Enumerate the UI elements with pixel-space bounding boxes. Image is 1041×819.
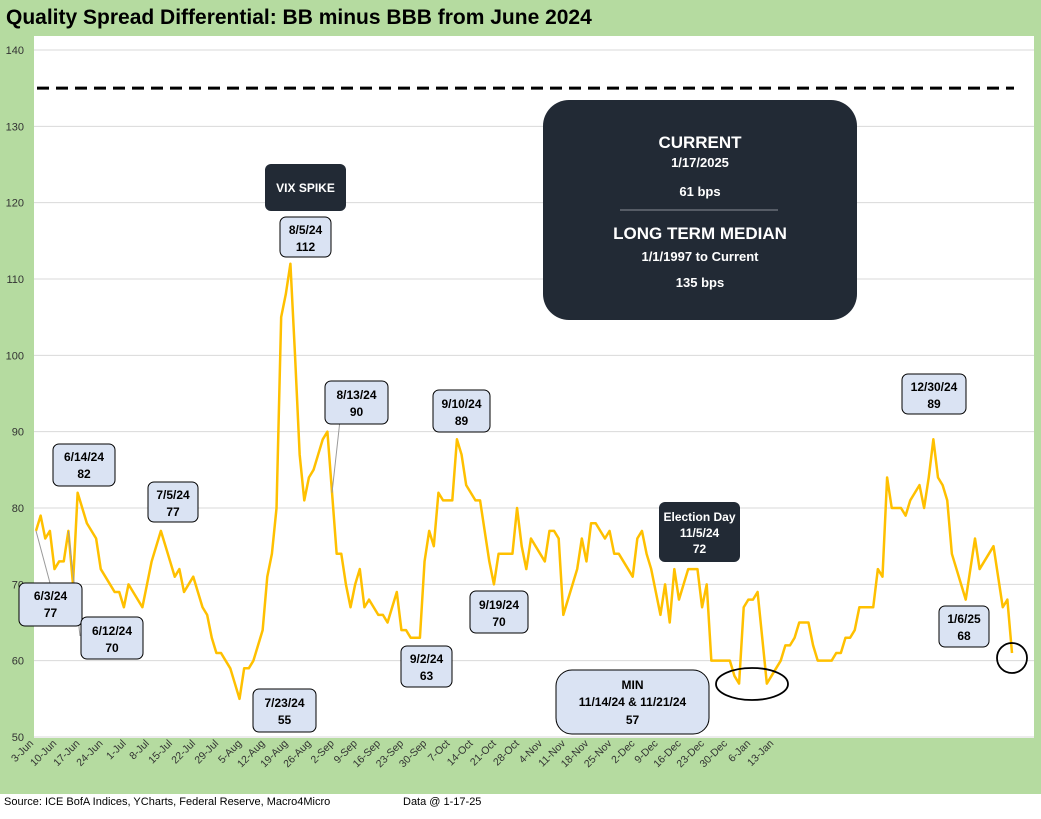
x-tick-label: 24-Jun: [74, 738, 105, 769]
label-9-10-24-date: 9/10/24: [441, 397, 481, 411]
label-6-3-24-value: 77: [44, 606, 58, 620]
event-election-date: 11/5/24: [680, 526, 720, 540]
label-6-12-24-date: 6/12/24: [92, 624, 132, 638]
series-line-bb-minus-bbb: [34, 262, 1014, 701]
label-7-5-24-value: 77: [166, 505, 180, 519]
y-tick-label: 130: [6, 121, 24, 133]
info-median-range: 1/1/1997 to Current: [641, 249, 759, 264]
label-1-6-25: 1/6/25 68: [938, 605, 990, 648]
x-tick-label: 28-Oct: [491, 738, 522, 769]
label-7-23-24-date: 7/23/24: [264, 696, 304, 710]
event-election-day: Election Day 11/5/24 72: [659, 502, 740, 562]
label-7-5-24: 7/5/24 77: [147, 481, 199, 523]
label-6-14-24: 6/14/24 82: [52, 443, 116, 487]
label-9-10-24-value: 89: [455, 414, 469, 428]
spread-chart: 50 60 70 80 90 100 110 120 130 140 3-Jun10-Jun17-…: [6, 45, 1034, 770]
label-9-19-24: 9/19/24 70: [469, 590, 529, 634]
label-12-30-24-date: 12/30/24: [911, 380, 958, 394]
x-tick-label: 15-Jul: [146, 738, 175, 767]
current-highlight-circle: [996, 642, 1028, 674]
label-9-2-24: 9/2/24 63: [400, 645, 453, 688]
label-min-value: 57: [626, 713, 640, 727]
info-median-value: 135 bps: [676, 275, 724, 290]
info-current-value: 61 bps: [679, 184, 720, 199]
label-6-12-24-value: 70: [105, 641, 119, 655]
y-tick-label: 110: [6, 274, 24, 286]
label-min-title: MIN: [622, 678, 644, 692]
gridlines: [34, 49, 1034, 738]
min-highlight-ellipse: [715, 667, 789, 701]
label-1-6-25-value: 68: [957, 629, 971, 643]
label-8-5-24: 8/5/24 112: [279, 216, 332, 258]
label-6-3-24-date: 6/3/24: [34, 589, 68, 603]
source-note: Source: ICE BofA Indices, YCharts, Feder…: [4, 796, 331, 808]
label-7-23-24-value: 55: [278, 713, 292, 727]
info-current-title: CURRENT: [658, 133, 742, 152]
plot-area: [34, 36, 1034, 738]
event-election-value: 72: [693, 542, 707, 556]
label-9-19-24-value: 70: [492, 615, 506, 629]
y-tick-label: 50: [12, 732, 24, 744]
x-tick-label: 29-Jul: [192, 738, 221, 767]
event-vix-spike-text: VIX SPIKE: [276, 181, 335, 195]
connector-6-3-24: [35, 530, 51, 584]
label-12-30-24-value: 89: [927, 397, 941, 411]
label-9-10-24: 9/10/24 89: [432, 389, 491, 433]
y-tick-label: 60: [12, 656, 24, 668]
info-median-title: LONG TERM MEDIAN: [613, 224, 787, 243]
label-8-5-24-value: 112: [296, 240, 316, 254]
event-vix-spike: VIX SPIKE: [265, 164, 346, 211]
chart-title: Quality Spread Differential: BB minus BB…: [6, 6, 592, 29]
label-7-23-24: 7/23/24 55: [252, 688, 317, 733]
label-min: MIN 11/14/24 & 11/21/24 57: [555, 669, 710, 735]
label-min-date: 11/14/24 & 11/21/24: [579, 695, 687, 709]
label-8-13-24-date: 8/13/24: [336, 388, 376, 402]
data-date-note: Data @ 1-17-25: [403, 796, 482, 808]
label-6-14-24-value: 82: [77, 467, 91, 481]
label-6-3-24: 6/3/24 77: [18, 582, 83, 627]
y-tick-label: 140: [6, 45, 24, 57]
label-7-5-24-date: 7/5/24: [156, 488, 190, 502]
label-12-30-24: 12/30/24 89: [901, 373, 967, 415]
y-tick-label: 120: [6, 198, 24, 210]
y-tick-label: 90: [12, 427, 24, 439]
info-box: CURRENT 1/17/2025 61 bps LONG TERM MEDIA…: [543, 100, 857, 320]
label-8-13-24: 8/13/24 90: [324, 380, 389, 425]
label-8-13-24-value: 90: [350, 405, 364, 419]
y-tick-label: 80: [12, 503, 24, 515]
x-tick-label: 13-Jan: [745, 738, 776, 769]
label-6-14-24-date: 6/14/24: [64, 450, 104, 464]
label-1-6-25-date: 1/6/25: [947, 612, 981, 626]
label-9-19-24-date: 9/19/24: [479, 598, 519, 612]
label-9-2-24-date: 9/2/24: [410, 652, 444, 666]
label-8-5-24-date: 8/5/24: [289, 223, 323, 237]
x-axis-ticks: 3-Jun10-Jun17-Jun24-Jun1-Jul8-Jul15-Jul2…: [9, 737, 776, 770]
y-tick-label: 100: [6, 350, 24, 362]
x-tick-label: 1-Jul: [104, 738, 129, 763]
info-current-date: 1/17/2025: [671, 155, 729, 170]
x-tick-label: 2-Sep: [308, 738, 336, 766]
event-election-title: Election Day: [663, 510, 735, 524]
x-tick-label: 2-Dec: [609, 738, 637, 766]
label-6-12-24: 6/12/24 70: [80, 616, 144, 660]
x-tick-label: 22-Jul: [169, 738, 198, 767]
label-9-2-24-value: 63: [420, 669, 434, 683]
